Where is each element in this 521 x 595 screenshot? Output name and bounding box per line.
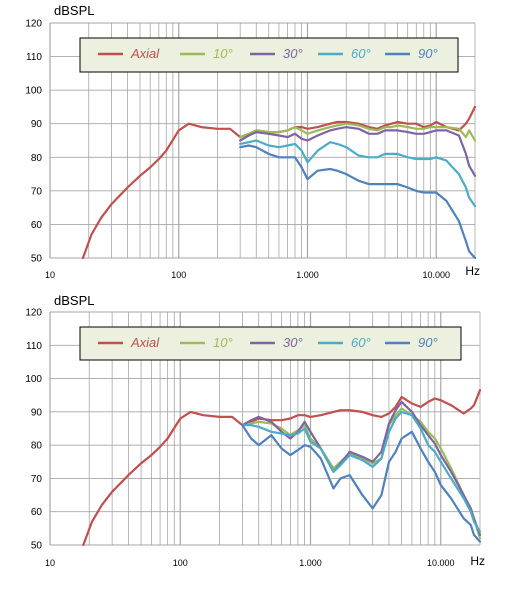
y-tick-label: 50 <box>31 254 43 265</box>
y-axis-label: dBSPL <box>54 293 94 308</box>
series-lines <box>82 389 482 547</box>
y-tick-label: 70 <box>31 186 43 197</box>
x-tick-label: 100 <box>173 558 188 568</box>
y-tick-label: 80 <box>31 441 43 452</box>
y-tick-label: 100 <box>25 374 42 385</box>
series-line-deg10 <box>239 122 477 142</box>
x-tick-label: 100 <box>171 270 186 280</box>
legend-label-deg60: 60° <box>351 46 371 61</box>
y-tick-label: 80 <box>31 153 43 164</box>
x-tick-label: 10 <box>45 558 55 568</box>
x-axis-unit: Hz <box>470 554 485 568</box>
y-tick-label: 60 <box>31 220 43 231</box>
legend-label-axial: Axial <box>130 46 160 61</box>
y-tick-label: 120 <box>25 308 42 319</box>
series-line-deg30 <box>241 400 482 537</box>
y-tick-label: 70 <box>31 474 43 485</box>
series-line-deg10 <box>241 407 482 540</box>
series-line-deg90 <box>241 424 482 543</box>
legend-label-deg10: 10° <box>213 46 233 61</box>
legend: Axial 10° 30° 60° 90° <box>79 37 459 73</box>
y-tick-label: 60 <box>31 507 43 518</box>
legend-label-deg30: 30° <box>283 46 303 61</box>
y-tick-label: 110 <box>26 341 42 352</box>
legend-label-deg90: 90° <box>418 335 438 350</box>
legend-label-deg90: 90° <box>418 46 438 61</box>
series-line-deg60 <box>241 410 482 533</box>
series-line-axial <box>81 105 477 260</box>
series-line-axial <box>82 389 482 547</box>
y-tick-label: 50 <box>31 541 43 552</box>
y-axis-label: dBSPL <box>54 3 94 18</box>
legend-label-deg10: 10° <box>213 335 233 350</box>
y-tick-label: 90 <box>31 407 43 418</box>
legend-label-deg60: 60° <box>351 335 371 350</box>
y-tick-label: 100 <box>25 86 42 97</box>
x-tick-label: 10.000 <box>427 558 455 568</box>
x-tick-label: 10 <box>45 270 55 280</box>
x-tick-label: 10.000 <box>422 270 450 280</box>
series-lines <box>81 105 477 260</box>
x-axis-unit: Hz <box>465 264 480 278</box>
y-tick-label: 120 <box>25 19 42 30</box>
y-tick-label: 90 <box>31 119 43 130</box>
series-line-deg90 <box>239 144 477 260</box>
series-line-deg30 <box>239 126 477 177</box>
x-tick-label: 1.000 <box>296 270 319 280</box>
x-tick-label: 1.000 <box>299 558 322 568</box>
legend-label-axial: Axial <box>130 335 160 350</box>
legend: Axial 10° 30° 60° 90° <box>79 326 462 361</box>
series-line-deg60 <box>239 139 477 208</box>
y-tick-label: 110 <box>26 52 42 63</box>
legend-label-deg30: 30° <box>283 335 303 350</box>
